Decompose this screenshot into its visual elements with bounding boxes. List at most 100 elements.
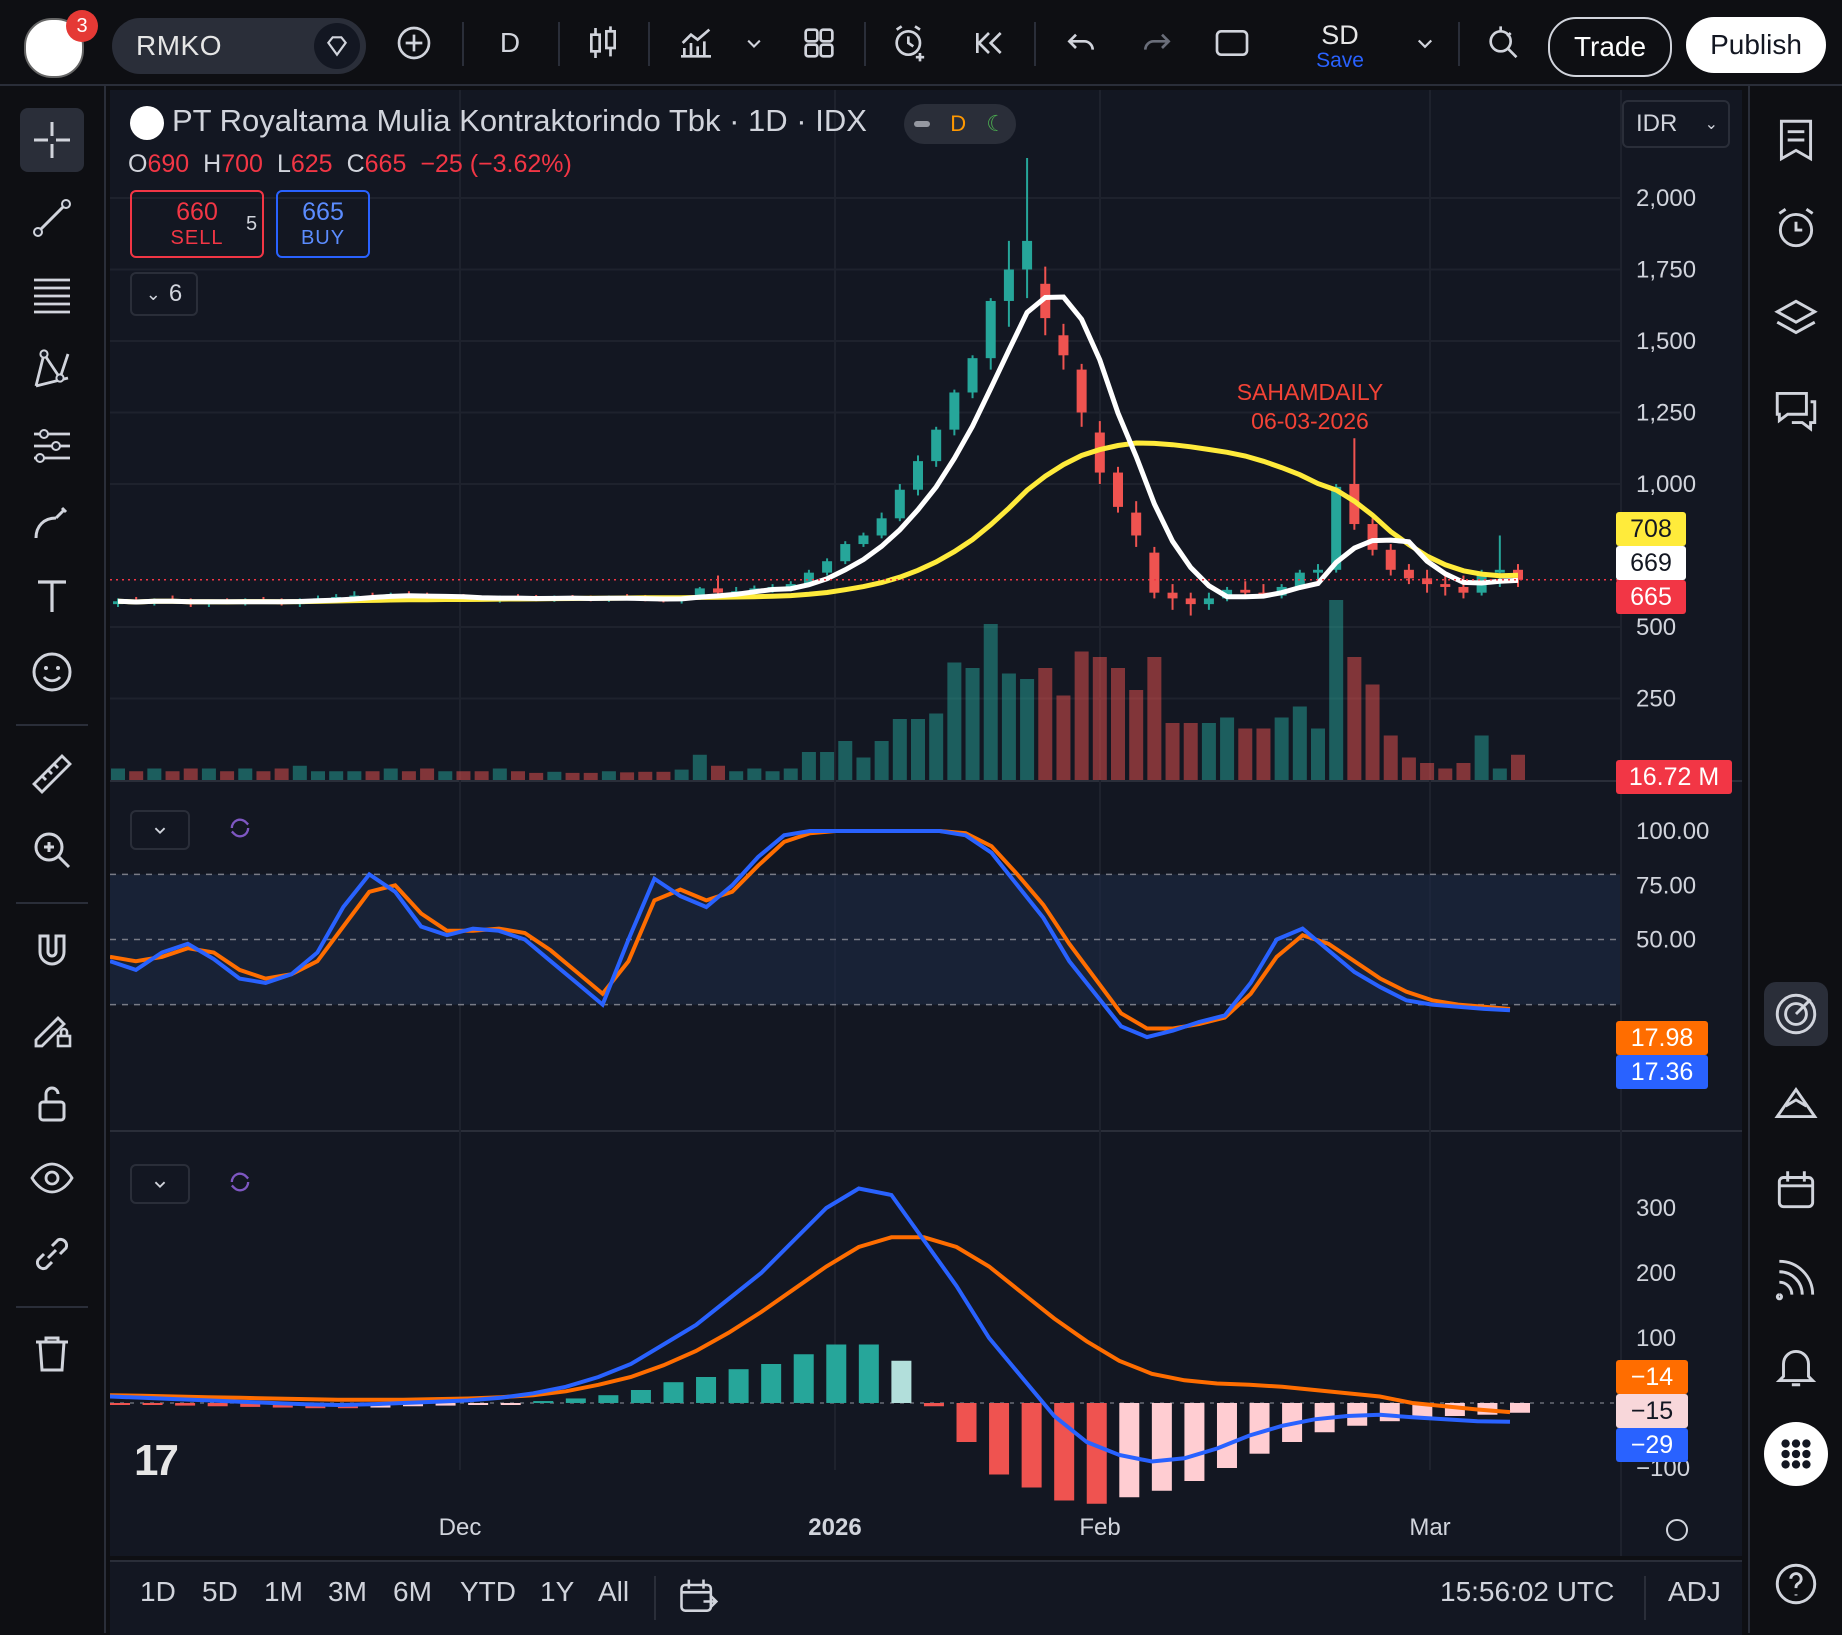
lock-drawing-icon[interactable]	[20, 996, 84, 1060]
trash-icon[interactable]	[20, 1322, 84, 1386]
candle-body	[1240, 589, 1251, 593]
goto-date-icon[interactable]	[676, 1574, 720, 1623]
volume-bar	[801, 752, 816, 780]
time-tick-label: Mar	[1409, 1514, 1450, 1541]
ruler-icon[interactable]	[20, 742, 84, 806]
volume-bar	[1238, 728, 1253, 780]
range-3m[interactable]: 3M	[328, 1576, 367, 1607]
chart-area[interactable]: Dec 2026 Feb Mar 2,000 1,750 1,500 1,250 1,000 50…	[110, 90, 1742, 1556]
news-feed-icon[interactable]	[1764, 1246, 1828, 1310]
volume-bar	[692, 754, 707, 780]
symbol-search[interactable]: RMKO	[112, 18, 366, 74]
range-1m[interactable]: 1M	[264, 1576, 303, 1607]
fib-retracement-icon[interactable]	[20, 262, 84, 326]
range-all[interactable]: All	[598, 1576, 630, 1607]
volume-bar	[1329, 600, 1344, 780]
macd-histogram-bar	[1086, 1403, 1107, 1504]
volume-bar	[765, 771, 780, 780]
sync-icon[interactable]	[222, 810, 258, 846]
macd-histogram-bar	[598, 1395, 619, 1403]
unlock-icon[interactable]	[20, 1072, 84, 1136]
trend-line-icon[interactable]	[20, 186, 84, 250]
volume-label: 16.72 M	[1616, 760, 1732, 794]
volume-bar	[1292, 706, 1307, 780]
osc-pane-toggle[interactable]	[130, 810, 190, 850]
eye-icon[interactable]	[20, 1146, 84, 1210]
ideas-icon[interactable]	[1764, 1070, 1828, 1134]
volume-bar	[892, 719, 907, 780]
products-grid-icon[interactable]	[1764, 1422, 1828, 1486]
brush-icon[interactable]	[20, 490, 84, 554]
range-1d[interactable]: 1D	[140, 1576, 176, 1607]
alert-add-icon[interactable]	[886, 14, 934, 72]
range-5d[interactable]: 5D	[202, 1576, 238, 1607]
volume-bar	[674, 769, 689, 780]
help-icon[interactable]	[1764, 1552, 1828, 1616]
candle-body	[1040, 283, 1051, 319]
chat-icon[interactable]	[1764, 376, 1828, 440]
range-1y[interactable]: 1Y	[540, 1576, 575, 1607]
volume-bar	[1311, 728, 1325, 780]
range-ytd[interactable]: YTD	[460, 1576, 516, 1607]
target-icon[interactable]	[1764, 982, 1828, 1046]
candle-body	[1331, 486, 1342, 570]
buy-button[interactable]: 665 BUY	[276, 190, 370, 258]
bell-icon[interactable]	[1764, 1334, 1828, 1398]
chevron-down-icon[interactable]	[740, 14, 768, 72]
sync-icon[interactable]	[222, 1164, 258, 1200]
alarm-clock-icon[interactable]	[1764, 196, 1828, 260]
volume-bar	[638, 771, 653, 780]
layouts-grid-icon[interactable]	[796, 14, 842, 72]
undo-icon[interactable]	[1058, 14, 1104, 72]
sell-button[interactable]: 660 SELL	[130, 190, 264, 258]
candle-body	[1149, 552, 1160, 593]
magnet-icon[interactable]	[20, 920, 84, 984]
publish-button[interactable]: Publish	[1686, 17, 1826, 73]
indicators-icon[interactable]	[672, 14, 720, 72]
symbol-text: RMKO	[136, 30, 222, 61]
watchlist-icon[interactable]	[1764, 108, 1828, 172]
layers-icon[interactable]	[1764, 286, 1828, 350]
macd-histogram-bar	[468, 1403, 489, 1405]
candles-icon[interactable]	[580, 14, 626, 72]
volume-bar	[783, 768, 798, 780]
clock[interactable]: 15:56:02 UTC	[1440, 1576, 1615, 1607]
macd-pane-toggle[interactable]	[130, 1164, 190, 1204]
fullscreen-icon[interactable]	[1208, 14, 1256, 72]
chart-canvas[interactable]: Dec 2026 Feb Mar2,0001,7501,5001,2501,00050…	[110, 90, 1742, 1556]
symbol-logo-icon	[130, 106, 164, 140]
volume-bar	[1038, 668, 1053, 780]
volume-bar	[1401, 757, 1416, 780]
macd-histogram-bar	[989, 1403, 1010, 1475]
candle-body	[1022, 240, 1033, 270]
replay-icon[interactable]	[966, 14, 1012, 72]
compare-symbol-icon[interactable]	[388, 14, 440, 72]
macd-histogram-bar	[1184, 1403, 1205, 1481]
adjust-toggle[interactable]: ADJ	[1668, 1576, 1721, 1607]
layout-name: SD	[1321, 20, 1359, 50]
range-6m[interactable]: 6M	[393, 1576, 432, 1607]
redo-icon[interactable]	[1134, 14, 1180, 72]
indicators-toggle[interactable]: ⌄ 6	[130, 272, 198, 316]
diamond-icon[interactable]	[314, 23, 360, 69]
quick-search-icon[interactable]	[1480, 14, 1528, 72]
trade-button[interactable]: Trade	[1548, 17, 1672, 77]
candle-body	[1422, 578, 1433, 585]
text-icon[interactable]	[20, 564, 84, 628]
interval-button[interactable]: D	[499, 27, 521, 58]
crosshair-icon[interactable]	[20, 108, 84, 172]
currency-select[interactable]: IDR ⌄	[1622, 100, 1730, 148]
emoji-icon[interactable]	[20, 640, 84, 704]
prediction-icon[interactable]	[20, 414, 84, 478]
calendar-icon[interactable]	[1764, 1158, 1828, 1222]
market-status[interactable]: D ☾	[904, 104, 1016, 144]
pattern-icon[interactable]	[20, 338, 84, 402]
link-icon[interactable]	[20, 1222, 84, 1286]
layout-chevron-icon[interactable]	[1410, 14, 1440, 72]
candle-body	[1494, 569, 1505, 573]
zoom-in-icon[interactable]	[20, 818, 84, 882]
volume-bar	[1256, 728, 1271, 780]
candle-body	[1076, 369, 1087, 413]
annotation-text: 06-03-2026	[1251, 408, 1369, 434]
layout-save[interactable]: SD Save	[1300, 20, 1380, 73]
